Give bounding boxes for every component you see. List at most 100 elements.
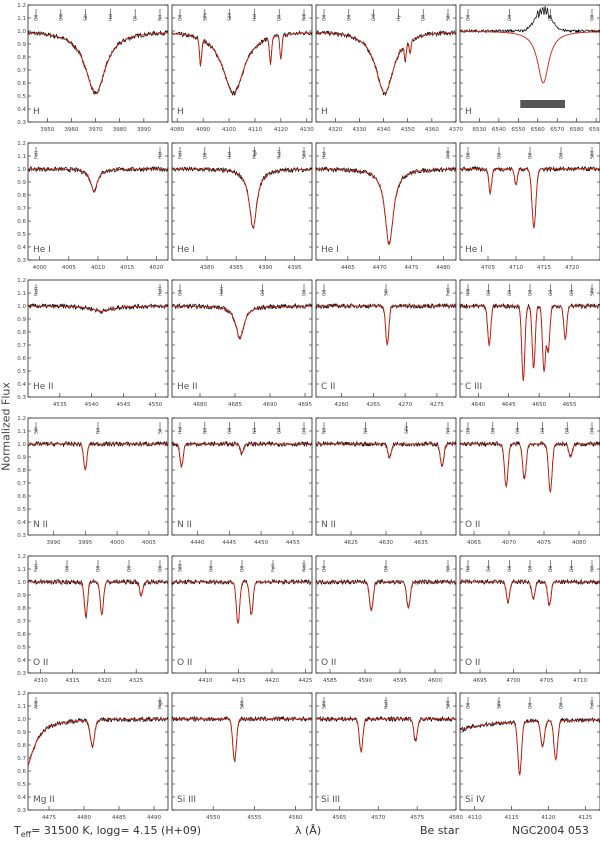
observed-spectrum (459, 440, 600, 492)
panel-frame (171, 692, 313, 811)
panel-14: 4440 4445 4450 4455 HeI NII OII NII OII OII N II (171, 417, 313, 546)
x-tick-label: 4120 (274, 127, 288, 133)
panel-24: 4110 4115 4120 4125 OII SiIV OII OII FeII Si IV (459, 692, 600, 821)
x-tick-label: 4100 (222, 127, 236, 133)
x-tick-label: 4580 (449, 815, 463, 821)
line-marker-label: OII (528, 153, 534, 159)
panel-12: 4640 4645 4650 4655 NIII OII OII OII OII OII SiIV C… (459, 279, 600, 408)
line-marker-label: OII (466, 428, 472, 434)
panel-22: 4550 4555 4560 SiIII Si III (171, 692, 313, 821)
y-tick-label: 0.4 (17, 107, 26, 113)
y-tick-label: 0.3 (17, 258, 26, 264)
y-tick-label: 0.4 (17, 795, 26, 801)
line-marker-label: OII (515, 428, 521, 434)
line-marker-label: OII (565, 428, 571, 434)
panel-label: H (465, 107, 472, 117)
line-marker-label: OII (507, 15, 513, 21)
y-tick-label: 1.1 (17, 16, 26, 22)
line-marker-label: OII (497, 153, 503, 159)
panel-label: He I (33, 245, 51, 255)
panel-8: 4705 4710 4715 4720 OII OII OII OII SiIII He I (459, 142, 600, 271)
y-tick-label: 1.1 (17, 429, 26, 435)
x-tick-label: 4585 (323, 678, 337, 684)
y-tick-label: 1.1 (17, 291, 26, 297)
x-tick-label: 4625 (344, 540, 358, 546)
y-tick-label: 1.2 (17, 554, 26, 560)
line-marker-label: NII (322, 428, 328, 434)
line-marker-label: SiIV (590, 287, 596, 296)
line-marker-label: MgII (252, 150, 258, 159)
y-tick-label: 1.0 (17, 580, 26, 586)
x-tick-label: 4700 (506, 678, 520, 684)
y-tick-label: 0.7 (17, 68, 26, 74)
x-tick-label: 4110 (248, 127, 262, 133)
panel-label: C II (321, 382, 335, 392)
x-tick-label: 4275 (430, 402, 444, 408)
masked-region-bar (520, 100, 565, 108)
x-tick-label: 4540 (85, 402, 99, 408)
line-marker-label: NeII (34, 287, 40, 296)
panel-frame (171, 4, 313, 123)
y-tick-label: 0.9 (17, 455, 26, 461)
panel-label: He I (465, 245, 483, 255)
model-spectrum (28, 305, 168, 312)
line-marker-label: HeI (178, 427, 184, 434)
panel-13: 0.3 0.4 0.5 0.6 0.7 0.8 0.9 1.0 1.1 1.2 3990 3995 40… (17, 416, 169, 546)
observed-spectrum (316, 715, 457, 753)
y-tick-label: 0.6 (17, 219, 26, 225)
observed-spectrum (27, 716, 169, 767)
y-tick-label: 0.8 (17, 193, 26, 199)
x-tick-label: 4390 (258, 265, 272, 271)
line-marker-label: NeII (302, 563, 308, 572)
x-tick-label: 4645 (502, 402, 516, 408)
panel-frame (315, 279, 457, 398)
x-axis-label: λ (Å) (295, 824, 322, 837)
observed-spectrum (315, 166, 457, 245)
x-tick-label: 4535 (53, 402, 67, 408)
line-marker-label: OII (421, 15, 427, 21)
line-marker-label: OIII (58, 13, 64, 21)
observed-spectrum (171, 440, 313, 468)
y-tick-label: 0.4 (17, 245, 26, 251)
panel-frame (27, 4, 169, 123)
line-marker-label: FeII (590, 701, 596, 709)
panel-frame (171, 279, 313, 398)
x-tick-label: 4410 (198, 678, 212, 684)
panel-17: 0.3 0.4 0.5 0.6 0.7 0.8 0.9 1.0 1.1 1.2 4310 4315 43… (17, 554, 169, 684)
model-spectrum (316, 443, 456, 468)
panel-label: Si III (177, 795, 196, 805)
panel-frame (315, 417, 457, 536)
x-tick-label: 4635 (414, 540, 428, 546)
x-tick-label: 4415 (232, 678, 246, 684)
line-marker-label: NIII (302, 14, 308, 21)
model-spectrum (460, 581, 600, 607)
panel-frame (315, 555, 457, 674)
observed-spectrum (315, 440, 457, 467)
x-tick-label: 4455 (286, 540, 300, 546)
x-tick-label: 4690 (263, 402, 277, 408)
line-marker-label: OII (590, 15, 596, 21)
line-marker-label: OII (346, 15, 352, 21)
line-marker-label: HeI (322, 152, 328, 159)
x-tick-label: 6570 (550, 127, 564, 133)
panel-label: O II (321, 658, 336, 668)
line-marker-label: OII (569, 566, 575, 572)
y-tick-label: 0.5 (17, 507, 26, 513)
x-tick-label: 4575 (410, 815, 424, 821)
panel-frame (27, 279, 169, 398)
panel-10: 4680 4685 4690 4695 OII HeII OII OII He II (171, 279, 313, 408)
panel-frame (459, 555, 600, 674)
model-spectrum (172, 168, 312, 228)
y-tick-label: 0.8 (17, 743, 26, 749)
panel-15: 4625 4630 4635 NII NII SiIV NII N II (315, 417, 457, 546)
panel-label: He I (321, 245, 339, 255)
observed-spectrum (459, 5, 600, 34)
model-spectrum (27, 32, 168, 94)
y-tick-label: 1.1 (17, 704, 26, 710)
line-marker-label: OII (590, 428, 596, 434)
observed-spectrum (172, 165, 313, 230)
line-marker-label: SiII (384, 289, 390, 296)
y-tick-label: 0.6 (17, 632, 26, 638)
x-tick-label: 4480 (77, 815, 91, 821)
x-tick-label: 4705 (540, 678, 554, 684)
